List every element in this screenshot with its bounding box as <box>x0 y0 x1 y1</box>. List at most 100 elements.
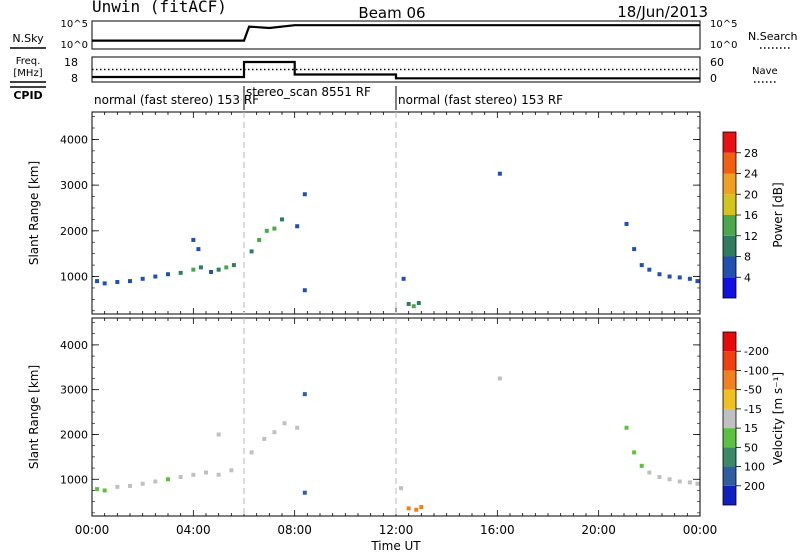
nsky-trace <box>92 24 700 42</box>
beam-title: Beam 06 <box>358 4 425 22</box>
data-point <box>216 267 221 272</box>
data-point <box>416 301 421 306</box>
colorbar-swatch <box>723 351 736 371</box>
data-point <box>695 279 700 284</box>
data-point <box>677 479 682 484</box>
data-point <box>224 265 229 270</box>
data-point <box>140 481 145 486</box>
cpid-segment-label: stereo_scan 8551 RF <box>246 85 371 99</box>
data-point <box>262 436 267 441</box>
colorbar-tick-label: 28 <box>744 147 758 160</box>
data-point <box>302 288 307 293</box>
data-point <box>695 481 700 486</box>
data-point <box>198 265 203 270</box>
x-axis-label: Time UT <box>370 539 421 553</box>
data-point <box>497 376 502 381</box>
colorbar-swatch <box>723 215 736 236</box>
data-point <box>624 425 629 430</box>
x-tick-label: 12:00 <box>379 523 414 537</box>
data-point <box>204 470 208 475</box>
data-point <box>647 267 652 272</box>
date-title: 18/Jun/2013 <box>617 3 708 21</box>
y-tick-label: 1000 <box>60 271 88 284</box>
data-point <box>249 249 254 254</box>
y-tick-label: 4000 <box>60 339 88 352</box>
data-point <box>411 304 416 309</box>
colorbar-swatch <box>723 389 736 409</box>
data-point <box>178 270 183 275</box>
nsearch-tick-bottom: 10^0 <box>710 40 737 51</box>
x-axis: 00:00 04:00 08:00 12:00 16:00 20:00 00:00 <box>75 523 718 537</box>
data-point <box>419 505 424 510</box>
velocity-panel: 1000 2000 3000 4000 Slant Range [km] <box>27 317 701 517</box>
y-tick-label: 3000 <box>60 384 88 397</box>
data-point <box>667 274 672 279</box>
data-point <box>295 425 300 430</box>
cpid-label: CPID <box>13 89 42 102</box>
data-point <box>191 237 196 242</box>
data-point <box>191 472 196 477</box>
nave-tick-bottom: 0 <box>710 72 717 85</box>
x-tick-label: 00:00 <box>683 523 718 537</box>
colorbar-swatch <box>723 152 736 174</box>
y-tick-label: 2000 <box>60 428 88 441</box>
data-point <box>657 272 662 277</box>
colorbar-tick-label: 200 <box>744 480 765 493</box>
data-point <box>302 192 307 197</box>
colorbar-tick-label: 50 <box>744 441 758 454</box>
data-point <box>216 432 221 437</box>
y-tick-label: 4000 <box>60 133 88 146</box>
data-point <box>280 217 284 222</box>
data-point <box>272 226 277 231</box>
freq-label: Freq. <box>16 56 41 67</box>
data-point <box>95 279 100 284</box>
power-panel: 1000 2000 3000 4000 Slant Range [km] <box>27 111 701 315</box>
y-axis-label: Slant Range [km] <box>27 365 41 469</box>
colorbar-tick-label: -15 <box>744 403 762 416</box>
data-point <box>128 279 132 284</box>
nsky-tick-bottom: 10^0 <box>61 40 88 51</box>
data-point <box>687 276 692 281</box>
y-axis-label: Slant Range [km] <box>27 161 41 265</box>
data-point <box>632 450 637 455</box>
data-point <box>264 228 269 233</box>
colorbar-swatch <box>723 332 736 352</box>
colorbar-swatch <box>723 194 736 215</box>
data-point <box>115 484 120 489</box>
y-tick-label: 2000 <box>60 225 88 238</box>
colorbar-swatch <box>723 132 736 153</box>
colorbar-swatch <box>723 408 736 429</box>
data-point <box>229 468 234 473</box>
colorbar-tick-label: 100 <box>744 461 765 474</box>
data-point <box>178 475 183 480</box>
data-point <box>102 281 107 286</box>
data-point <box>140 276 145 281</box>
nsky-panel <box>91 20 701 50</box>
data-point <box>406 301 411 306</box>
x-tick-label: 04:00 <box>176 523 211 537</box>
data-point <box>647 470 652 475</box>
x-tick-label: 16:00 <box>480 523 515 537</box>
data-point <box>399 486 404 491</box>
nsearch-label: N.Search <box>748 30 798 43</box>
data-point <box>216 472 221 477</box>
y-tick-label: 1000 <box>60 473 88 486</box>
data-point <box>153 479 158 484</box>
colorbar-swatch <box>723 428 736 448</box>
data-point <box>128 483 132 488</box>
data-point <box>95 487 100 492</box>
data-point <box>166 272 170 277</box>
colorbar-tick-label: -100 <box>744 364 769 377</box>
data-point <box>401 276 406 281</box>
data-point <box>191 267 196 272</box>
colorbar-swatch <box>723 173 736 195</box>
nave-label: Nave <box>752 66 778 77</box>
nsearch-tick-top: 10^5 <box>710 19 737 30</box>
x-tick-label: 20:00 <box>581 523 616 537</box>
data-point <box>196 247 201 252</box>
data-point <box>497 171 502 176</box>
colorbar-frame <box>722 331 737 506</box>
station-title: Unwin (fitACF) <box>92 0 227 16</box>
